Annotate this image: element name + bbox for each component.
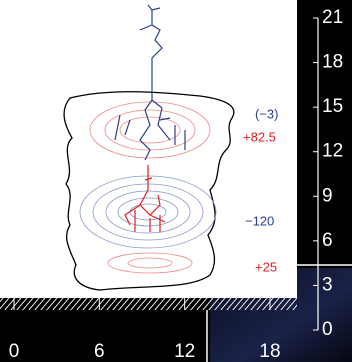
- y-tick-label: 18: [322, 52, 343, 73]
- y-tick-label: 9: [322, 185, 333, 206]
- x-tick-label: 12: [174, 341, 195, 362]
- x-tick-label: 18: [259, 341, 280, 362]
- y-tick-label: 0: [322, 319, 333, 340]
- y-tick-label: 15: [322, 96, 343, 117]
- y-tick-label: 21: [322, 7, 343, 28]
- y-tick-label: 6: [322, 230, 333, 251]
- x-tick-label: 0: [9, 341, 20, 362]
- annotation: (−3): [255, 106, 278, 121]
- annotation: −120: [245, 213, 274, 228]
- figure: (−3) +82.5 −120 +25 0 6 12 18 0 3 6 9 12 15 18 21: [0, 0, 352, 362]
- annotation: +25: [255, 259, 277, 274]
- y-tick-label: 3: [322, 274, 333, 295]
- y-tick-label: 12: [322, 141, 343, 162]
- x-tick-label: 6: [94, 341, 105, 362]
- hatched-axis: [0, 298, 297, 310]
- annotation: +82.5: [243, 129, 276, 144]
